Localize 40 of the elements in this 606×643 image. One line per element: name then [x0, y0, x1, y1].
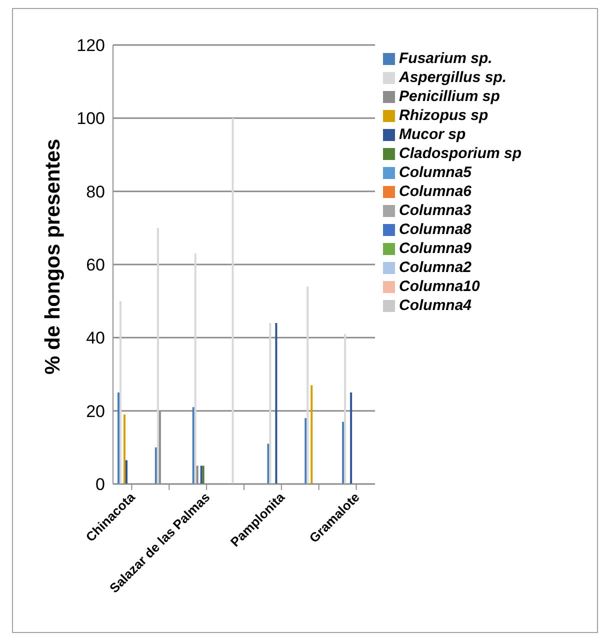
- y-tick-label: 100: [76, 109, 105, 128]
- legend-label: Cladosporium sp: [399, 145, 522, 162]
- y-tick-label: 0: [96, 475, 105, 494]
- y-tick-label: 40: [86, 328, 105, 348]
- legend-label: Columna6: [399, 183, 472, 200]
- legend-label: Columna9: [399, 240, 472, 257]
- bar: [123, 414, 126, 484]
- bar: [306, 286, 309, 484]
- bar: [344, 334, 346, 484]
- legend-label: Columna5: [399, 164, 472, 181]
- bar: [269, 323, 272, 484]
- legend-label: Columna8: [399, 221, 472, 238]
- y-tick-label: 60: [86, 256, 105, 275]
- legend-label: Penicillium sp: [399, 88, 500, 105]
- bar: [232, 118, 234, 484]
- y-tick-label: 120: [76, 36, 105, 56]
- legend-label: Columna10: [399, 278, 480, 295]
- bar: [192, 407, 194, 484]
- bar: [119, 301, 122, 484]
- bar: [267, 444, 270, 484]
- legend-label: Mucor sp: [399, 126, 466, 143]
- legend-label: Fusarium sp.: [399, 50, 492, 67]
- bar: [310, 385, 313, 484]
- bar: [194, 254, 196, 484]
- bar: [304, 418, 307, 484]
- legend-label: Rhizopus sp: [399, 107, 488, 124]
- bar: [156, 228, 159, 484]
- legend-label: Columna4: [399, 297, 472, 314]
- bar: [125, 460, 128, 484]
- y-axis-title: % de hongos presentes: [41, 138, 64, 374]
- bar: [350, 392, 352, 484]
- legend-label: Aspergillus sp.: [399, 69, 507, 86]
- bar: [117, 392, 120, 484]
- legend-label: Columna2: [399, 259, 472, 276]
- bar: [275, 323, 278, 484]
- y-tick-label: 20: [86, 402, 105, 421]
- bar: [154, 447, 157, 484]
- y-tick-label: 80: [86, 182, 105, 202]
- bar: [342, 422, 344, 484]
- legend-label: Columna3: [399, 202, 472, 219]
